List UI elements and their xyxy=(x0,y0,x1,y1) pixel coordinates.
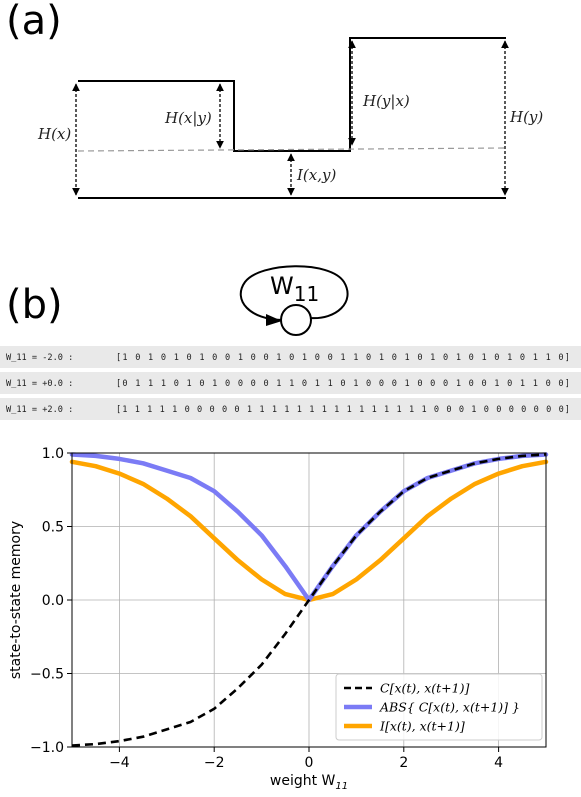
y-tick-label: 0.0 xyxy=(42,593,64,609)
neuron-node xyxy=(280,304,312,336)
legend-label: C[x(t), x(t+1)] xyxy=(380,681,469,696)
sequence-block: W_11 = -2.0 : [1 0 1 0 1 0 1 0 0 1 0 0 1… xyxy=(0,346,581,420)
sequence-label: W_11 = -2.0 : xyxy=(6,353,73,363)
hx-label: H(x) xyxy=(37,125,71,143)
panel-a-label: (a) xyxy=(6,0,62,44)
chart-ticks: −4 −2 0 2 4 −1.0 −0.5 0.0 0.5 1.0 xyxy=(30,446,503,771)
sequence-label: W_11 = +2.0 : xyxy=(6,405,73,415)
legend-box xyxy=(335,673,543,741)
mutual-info-level xyxy=(77,147,507,152)
self-loop-node: W11 xyxy=(239,265,349,336)
y-tick-label: 1.0 xyxy=(42,446,64,462)
chart-series xyxy=(69,452,549,747)
x-tick-label: 0 xyxy=(305,755,314,771)
y-axis-label: state-to-state memory xyxy=(8,521,24,679)
hx-given-y-label: H(x|y) xyxy=(164,109,212,127)
hy-label: H(y) xyxy=(509,108,543,126)
sequence-bits: [1 0 1 0 1 0 1 0 0 1 0 0 1 0 1 0 0 1 1 0… xyxy=(116,353,570,363)
sequence-row-bg xyxy=(0,372,581,394)
node-weight-label: W11 xyxy=(270,272,319,306)
chart-legend: C[x(t), x(t+1)] ABS{ C[x(t), x(t+1)] } I[x… xyxy=(335,673,543,741)
x-tick-label: −4 xyxy=(109,755,130,771)
sequence-row-bg xyxy=(0,398,581,420)
y-tick-label: −1.0 xyxy=(30,740,64,756)
sequence-bits: [0 1 1 1 0 1 0 1 0 0 0 0 1 1 0 1 1 0 1 0… xyxy=(116,379,570,389)
series-line xyxy=(71,453,547,747)
x-tick-label: −2 xyxy=(204,755,225,771)
memory-chart: −4 −2 0 2 4 −1.0 −0.5 0.0 0.5 1.0 state-to-state … xyxy=(8,446,549,792)
entropy-step-outline xyxy=(78,37,506,152)
x-axis-label: weight W11 xyxy=(270,773,348,792)
y-tick-label: 0.5 xyxy=(42,520,64,536)
y-tick-label: −0.5 xyxy=(30,667,64,683)
loop-arrowhead-icon xyxy=(266,314,282,326)
sequence-bits: [1 1 1 1 1 0 0 0 0 0 1 1 1 1 1 1 1 1 1 1… xyxy=(116,405,570,415)
x-tick-label: 4 xyxy=(494,755,503,771)
self-loop-edge xyxy=(239,265,349,321)
legend-label: I[x(t), x(t+1)] xyxy=(379,719,465,734)
sequence-label: W_11 = +0.0 : xyxy=(6,379,73,389)
legend-label: ABS{ C[x(t), x(t+1)] } xyxy=(379,700,520,715)
x-tick-label: 2 xyxy=(399,755,408,771)
ixy-label: I(x,y) xyxy=(296,166,336,184)
hy-given-x-label: H(y|x) xyxy=(362,92,410,110)
sequence-row-bg xyxy=(0,346,581,368)
entropy-diagram: H(x) H(x|y) I(x,y) H(y|x) H(y) xyxy=(37,37,543,199)
panel-b-label: (b) xyxy=(6,282,63,328)
